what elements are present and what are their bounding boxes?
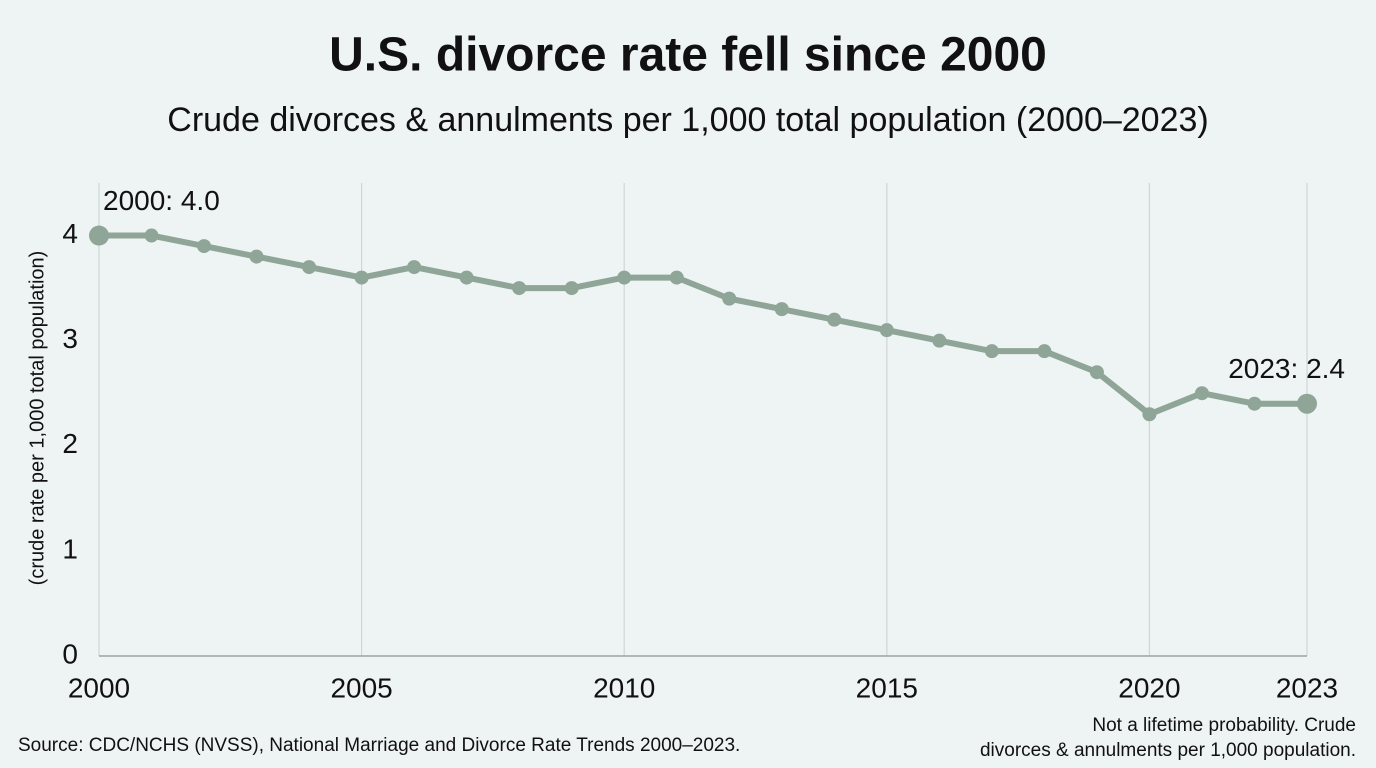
point — [1194, 386, 1209, 401]
point — [354, 270, 369, 285]
point — [144, 228, 159, 243]
x-tick-label: 2000 — [68, 672, 130, 703]
y-axis-label: (crude rate per 1,000 total population) — [26, 251, 48, 586]
point — [774, 302, 789, 317]
point — [617, 270, 632, 285]
x-tick-label: 2020 — [1118, 672, 1180, 703]
note: divorces & annulments per 1,000 populati… — [980, 740, 1356, 761]
point — [1037, 344, 1052, 359]
line — [99, 232, 1307, 418]
annotation: 2023: 2.4 — [1228, 353, 1345, 384]
point — [1297, 393, 1317, 414]
y-tick-label: 2 — [62, 428, 78, 459]
y-tick-label: 1 — [62, 533, 78, 564]
point — [984, 344, 999, 359]
point — [459, 270, 474, 285]
point — [249, 249, 264, 264]
y-tick-label: 0 — [62, 638, 78, 669]
point — [89, 225, 109, 246]
x-tick-label: 2005 — [330, 672, 392, 703]
chart-title: U.S. divorce rate fell since 2000 — [329, 29, 1047, 82]
point — [1142, 407, 1157, 422]
point — [669, 270, 684, 285]
annotation: 2000: 4.0 — [103, 185, 220, 216]
point — [879, 323, 894, 338]
point — [564, 281, 579, 296]
note: Not a lifetime probability. Crude — [1092, 715, 1356, 736]
x-tick-label: 2023 — [1276, 672, 1338, 703]
point — [722, 291, 737, 306]
chart-subtitle: Crude divorces & annulments per 1,000 to… — [167, 101, 1208, 139]
point — [1247, 396, 1262, 411]
y-tick-label: 4 — [62, 218, 78, 249]
point — [932, 333, 947, 348]
x-tick-label: 2015 — [856, 672, 918, 703]
source: Source: CDC/NCHS (NVSS), National Marria… — [18, 735, 740, 756]
point — [512, 281, 527, 296]
point — [197, 239, 212, 254]
x-tick-label: 2010 — [593, 672, 655, 703]
point — [302, 260, 317, 275]
y-tick-label: 3 — [62, 323, 78, 354]
point — [1089, 365, 1104, 380]
point — [407, 260, 422, 275]
point — [827, 312, 842, 327]
